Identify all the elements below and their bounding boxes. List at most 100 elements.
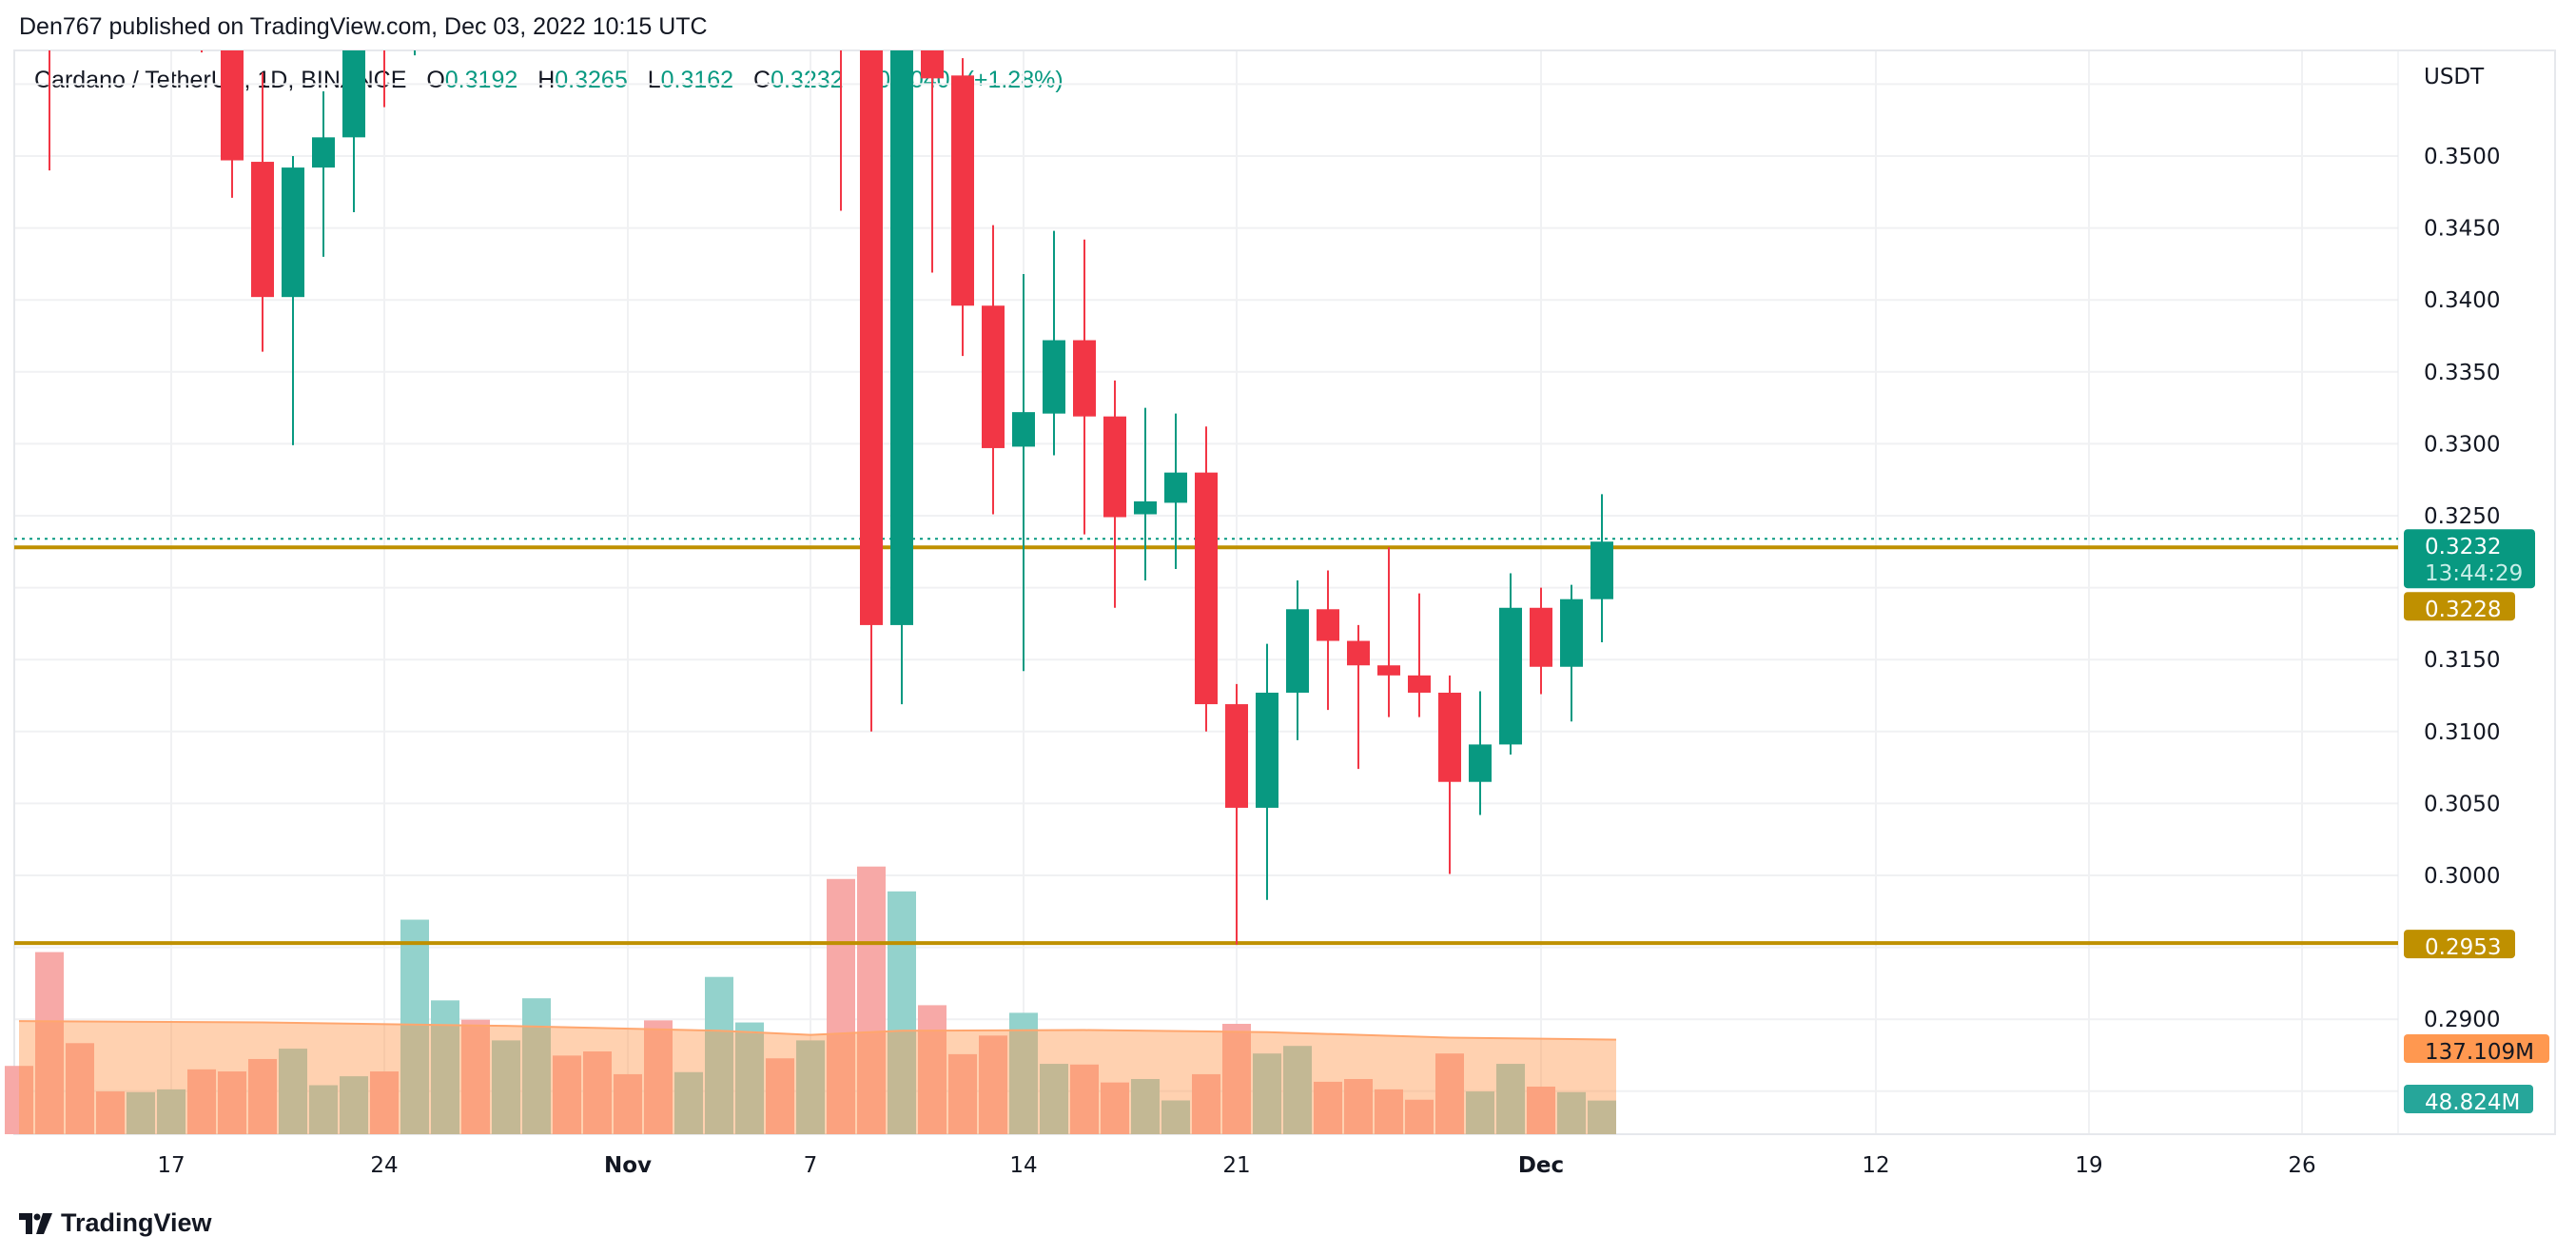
low-value: 0.3162 (660, 67, 734, 93)
volume-bar (461, 1019, 490, 1134)
footer-brand[interactable]: TradingView (19, 1208, 212, 1238)
candle-body (1195, 472, 1218, 705)
candle-body (951, 75, 974, 306)
tradingview-logo-icon (19, 1212, 52, 1234)
candle-body (982, 305, 1005, 448)
candle-body (312, 137, 335, 168)
volume-bar (35, 952, 64, 1134)
date-axis-label: 12 (1862, 1153, 1889, 1178)
volume-bar (918, 1005, 946, 1134)
candle-body (1530, 607, 1552, 667)
volume-bar (1314, 1081, 1342, 1134)
volume-bar (1283, 1046, 1312, 1134)
candle-body (1377, 665, 1400, 676)
level-tag: 0.2953 (2425, 935, 2501, 960)
volume-ma-area (19, 1021, 1616, 1134)
price-axis-label: 0.3300 (2424, 432, 2500, 457)
volume-bar (948, 1053, 977, 1134)
date-axis-label: 26 (2288, 1153, 2315, 1178)
close-label: C (753, 67, 771, 93)
chart-border (13, 49, 2556, 1135)
level-tag: 0.3228 (2425, 598, 2501, 622)
publish-info: Den767 published on TradingView.com, Dec… (19, 13, 708, 40)
candles (49, 50, 1613, 945)
candle-body (1317, 609, 1339, 641)
volume-bar (674, 1071, 703, 1134)
volume-bar (66, 1043, 94, 1134)
grid (13, 49, 2556, 1135)
volume-bar (1344, 1079, 1373, 1134)
candle-body (1347, 640, 1370, 666)
volume-bar (1588, 1100, 1616, 1134)
volume-bar (5, 1066, 33, 1134)
date-axis-label: 17 (157, 1153, 185, 1178)
volume-bar (1405, 1099, 1434, 1134)
candle-body (1560, 599, 1583, 667)
volume-bar (766, 1058, 794, 1134)
price-axis-label: 0.3450 (2424, 217, 2500, 242)
volume-bar (1131, 1079, 1160, 1134)
volume-bar (888, 891, 916, 1134)
candle-body (1134, 500, 1157, 515)
price-axis-unit: USDT (2424, 65, 2485, 89)
candle-body (221, 50, 244, 161)
candle-body (1408, 675, 1431, 693)
candle-body (1256, 692, 1278, 808)
change-percent: (+1.28%) (966, 67, 1064, 93)
candle-body (282, 167, 304, 298)
volume-bar (735, 1022, 764, 1134)
price-axis-label: 0.2900 (2424, 1008, 2500, 1032)
brand-name: TradingView (61, 1208, 212, 1237)
volume-bar (309, 1085, 338, 1134)
low-label: L (647, 67, 661, 93)
volume-bar (96, 1091, 125, 1134)
volume-bar (1435, 1053, 1464, 1134)
candle-body (1225, 704, 1248, 808)
axes[interactable]: USDT 0.3500 0.3450 0.3400 0.3350 0.3300 0.3250… (157, 65, 2549, 1178)
candle-body (890, 50, 913, 625)
volume-bar (553, 1055, 581, 1134)
volume-bar (157, 1089, 185, 1134)
volume-bar (1557, 1091, 1586, 1134)
volume-bar (1527, 1086, 1555, 1134)
level-tag-bg (2404, 592, 2515, 621)
volume-bar (705, 976, 733, 1134)
candle-body (1073, 340, 1096, 417)
date-axis-label: 7 (804, 1153, 818, 1178)
price-axis-label: 0.3000 (2424, 864, 2500, 889)
volume-pane (5, 866, 1617, 1134)
volume-bar (492, 1040, 520, 1134)
candle-body (921, 50, 944, 79)
volume-bar (1192, 1073, 1220, 1134)
candle-body (1043, 340, 1065, 414)
volume-bar (1253, 1053, 1281, 1134)
volume-ma-tag-bg (2404, 1034, 2549, 1063)
volume-bar (370, 1071, 399, 1134)
volume-bar (796, 1040, 825, 1134)
level-tag-bg (2404, 930, 2515, 959)
volume-bar (827, 878, 855, 1134)
candle-body (342, 50, 365, 138)
date-axis-label: 14 (1009, 1153, 1037, 1178)
price-axis-label: 0.3150 (2424, 648, 2500, 673)
date-axis-label: Dec (1518, 1153, 1564, 1178)
volume-bar (979, 1035, 1007, 1134)
volume-bar (248, 1058, 277, 1134)
volume-bar (431, 1000, 459, 1134)
volume-bar (583, 1051, 612, 1134)
price-axis-label: 0.3500 (2424, 145, 2500, 169)
last-volume-tag: 48.824M (2425, 1090, 2520, 1115)
volume-bar (1101, 1082, 1129, 1134)
high-label: H (537, 67, 556, 93)
volume-bar (1222, 1024, 1251, 1134)
last-price-tag-bg (2404, 529, 2535, 589)
date-axis-label: 24 (370, 1153, 398, 1178)
price-axis-label: 0.3350 (2424, 361, 2500, 385)
volume-bar (522, 998, 551, 1134)
price-axis-label: 0.3100 (2424, 720, 2500, 745)
volume-bar (1070, 1064, 1099, 1134)
volume-bar (614, 1073, 642, 1134)
date-axis-label: 19 (2075, 1153, 2102, 1178)
candle-body (251, 162, 274, 298)
